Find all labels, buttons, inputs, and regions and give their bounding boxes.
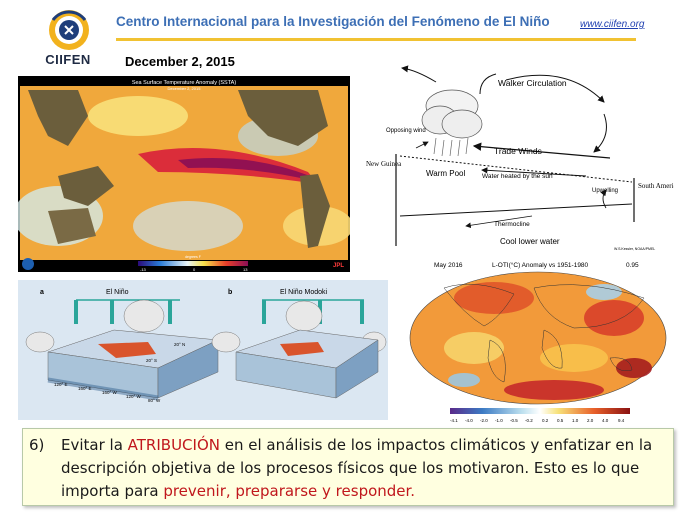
scale-tick: -1.0 <box>495 418 503 423</box>
logo-text: CIIFEN <box>45 52 91 67</box>
anomaly-color-scale <box>450 408 630 414</box>
el-nino-modoki-diagram: a El Niño 20° N 20° S 120° E 160° E 160°… <box>18 280 388 420</box>
sst-scale-label: degrees F <box>185 255 201 259</box>
nasa-logo <box>22 258 34 270</box>
anomaly-title: L-OTI(°C) Anomaly vs 1951-1980 <box>492 261 589 269</box>
water-heated-label: Water heated by the sun <box>482 173 553 180</box>
thermocline-label: Thermocline <box>494 221 530 228</box>
sst-title: Sea Surface Temperature Anomaly (SSTA) <box>132 80 237 86</box>
note-text-part: Evitar la <box>61 436 128 454</box>
walker-label: Walker Circulation <box>498 78 567 88</box>
ciifen-logo <box>49 10 89 50</box>
panel-a-letter: a <box>40 289 44 296</box>
scale-tick: 2.0 <box>587 418 594 423</box>
panel-b-title: El Niño Modoki <box>280 289 328 296</box>
sst-anomaly-map: Sea Surface Temperature Anomaly (SSTA) D… <box>18 76 350 272</box>
note-number: 6) <box>29 436 45 454</box>
sst-tick: 0 <box>193 267 196 272</box>
lon-label: 120° W <box>126 394 142 399</box>
scale-tick: 0.5 <box>557 418 564 423</box>
lat-n-label: 20° N <box>174 342 185 347</box>
lat-s-label: 20° S <box>146 358 157 363</box>
convection-cloud <box>421 89 483 157</box>
scale-tick: 1.0 <box>572 418 579 423</box>
sst-subtitle: December 2, 2015 <box>168 86 202 91</box>
lon-label: 80° W <box>148 398 161 403</box>
note-box: 6) Evitar la ATRIBUCIÓN en el análisis d… <box>22 428 674 506</box>
anomaly-date: May 2016 <box>434 262 463 269</box>
scale-tick: -0.5 <box>510 418 518 423</box>
panel-b-letter: b <box>228 289 232 296</box>
scale-tick: -2.0 <box>480 418 488 423</box>
website-link[interactable]: www.ciifen.org <box>580 19 645 30</box>
organization-title: Centro Internacional para la Investigaci… <box>116 14 550 29</box>
sst-tick: 13 <box>243 267 248 272</box>
walker-circulation-diagram: Walker Circulation Opposing wind Trade W… <box>356 58 674 254</box>
lon-label: 160° W <box>102 390 118 395</box>
scale-tick: 0.2 <box>542 418 549 423</box>
sst-color-scale <box>138 261 248 266</box>
attribution-highlight: ATRIBUCIÓN <box>127 436 220 454</box>
opposing-wind-label: Opposing wind <box>386 128 426 134</box>
jpl-credit: JPL <box>333 263 344 269</box>
scale-tick: 4.0 <box>602 418 609 423</box>
south-america-label: South America <box>638 182 674 190</box>
scale-tick: -4.0 <box>465 418 473 423</box>
temperature-anomaly-map: May 2016 L-OTI(°C) Anomaly vs 1951-1980 … <box>404 258 676 426</box>
header-divider <box>116 38 636 41</box>
note-text: Evitar la ATRIBUCIÓN en el análisis de l… <box>61 434 667 503</box>
cool-water-label: Cool lower water <box>500 237 560 246</box>
scale-tick: 9.4 <box>618 418 625 423</box>
lon-label: 160° E <box>78 386 92 391</box>
walker-credit: W.S.Kessler, NOAA/PMEL <box>614 247 655 251</box>
scale-tick: -4.1 <box>450 418 458 423</box>
warm-pool-label: Warm Pool <box>426 169 465 178</box>
sst-tick: -13 <box>140 267 147 272</box>
date-label: December 2, 2015 <box>125 54 235 69</box>
anomaly-global-mean: 0.95 <box>626 262 639 269</box>
scale-tick: -0.2 <box>525 418 533 423</box>
new-guinea-label: New Guinea <box>366 160 402 168</box>
trade-winds-label: Trade Winds <box>494 146 542 156</box>
lon-label: 120° E <box>54 382 68 387</box>
panel-a-title: El Niño <box>106 289 129 296</box>
prevent-prepare-respond-highlight: prevenir, prepararse y responder. <box>163 482 416 500</box>
note-text-part: en el análisis de los impactos climático… <box>61 436 653 500</box>
